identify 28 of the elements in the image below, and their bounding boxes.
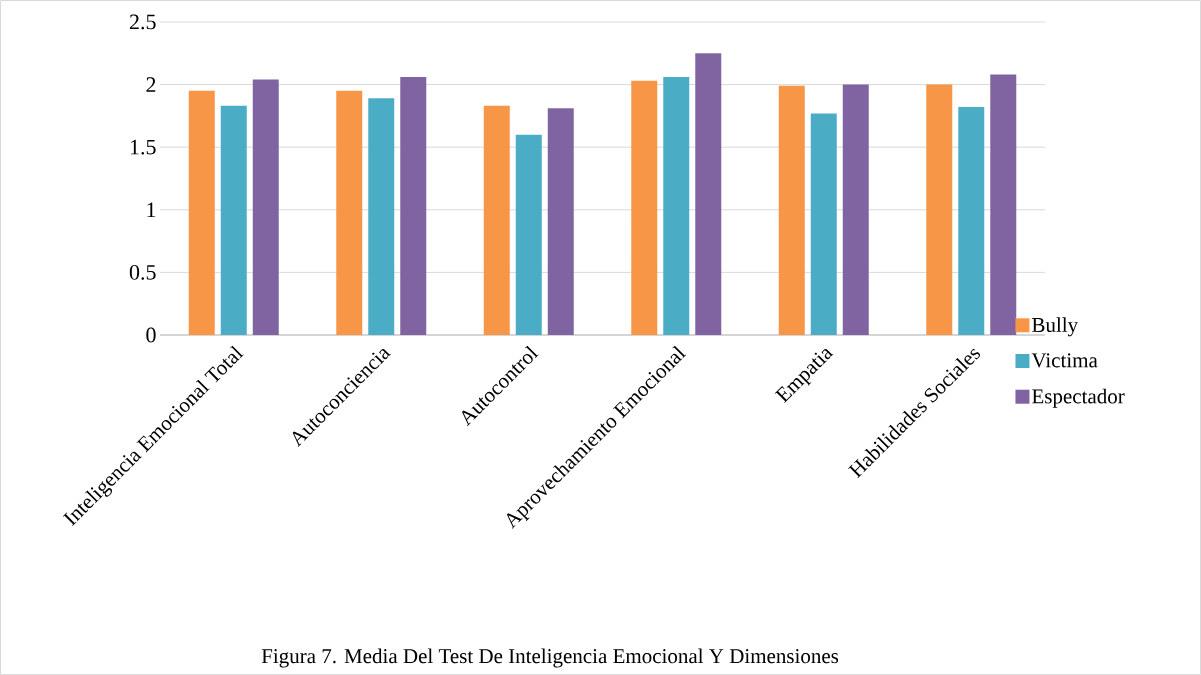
bar	[483, 105, 510, 335]
bar	[336, 90, 363, 335]
y-tick-label: 0	[146, 327, 156, 343]
y-tick-label: 1.5	[130, 139, 156, 155]
bar	[631, 80, 658, 335]
legend-label: Victima	[1031, 353, 1098, 368]
y-tick-label: 0.5	[129, 264, 156, 280]
bar	[188, 90, 215, 335]
bar	[778, 85, 805, 335]
bar	[958, 107, 985, 335]
legend-label: Bully	[1032, 317, 1079, 337]
bar	[663, 77, 690, 335]
text: Figura 7. Media Del Test De Inteligencia Emocional Y Dimensiones	[261, 648, 839, 668]
bar	[842, 84, 869, 335]
legend-label: Espectador	[1032, 388, 1125, 408]
bar	[252, 79, 279, 335]
bar	[547, 108, 574, 335]
bar	[400, 77, 427, 335]
y-tick-label: 2	[146, 77, 156, 92]
bar	[695, 53, 722, 335]
y-tick-label: 1	[147, 202, 156, 218]
bar	[990, 74, 1017, 335]
y-tick-label: 2.5	[129, 14, 156, 30]
bar	[368, 98, 395, 335]
bar	[515, 134, 542, 335]
bar	[220, 105, 247, 335]
bar	[926, 84, 953, 335]
bar	[810, 113, 837, 335]
